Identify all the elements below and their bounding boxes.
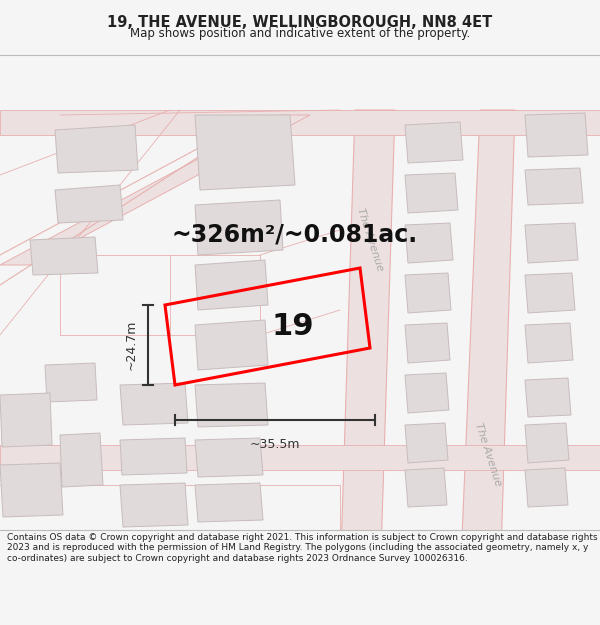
- Polygon shape: [60, 433, 103, 487]
- Polygon shape: [0, 115, 310, 265]
- Polygon shape: [120, 383, 188, 425]
- Polygon shape: [0, 110, 600, 135]
- Polygon shape: [405, 468, 447, 507]
- Polygon shape: [405, 323, 450, 363]
- Polygon shape: [55, 125, 138, 173]
- Polygon shape: [0, 445, 600, 470]
- Text: ~24.7m: ~24.7m: [125, 320, 138, 370]
- Polygon shape: [405, 373, 449, 413]
- Polygon shape: [525, 273, 575, 313]
- Text: Contains OS data © Crown copyright and database right 2021. This information is : Contains OS data © Crown copyright and d…: [7, 533, 598, 562]
- Polygon shape: [525, 168, 583, 205]
- Text: ~35.5m: ~35.5m: [250, 438, 300, 451]
- Text: 19: 19: [271, 312, 314, 341]
- Polygon shape: [525, 223, 578, 263]
- Polygon shape: [195, 320, 268, 370]
- Polygon shape: [340, 110, 395, 585]
- Polygon shape: [195, 438, 263, 477]
- Text: Map shows position and indicative extent of the property.: Map shows position and indicative extent…: [130, 27, 470, 39]
- Polygon shape: [525, 468, 568, 507]
- Text: The Avenue: The Avenue: [473, 422, 503, 488]
- Polygon shape: [195, 483, 263, 522]
- Text: 19, THE AVENUE, WELLINGBOROUGH, NN8 4ET: 19, THE AVENUE, WELLINGBOROUGH, NN8 4ET: [107, 16, 493, 31]
- Text: The Avenue: The Avenue: [355, 207, 385, 273]
- Polygon shape: [195, 260, 268, 310]
- Polygon shape: [195, 383, 268, 427]
- Text: ~326m²/~0.081ac.: ~326m²/~0.081ac.: [172, 223, 418, 247]
- Polygon shape: [45, 363, 97, 402]
- Polygon shape: [405, 223, 453, 263]
- Polygon shape: [30, 237, 98, 275]
- Polygon shape: [195, 115, 295, 190]
- Polygon shape: [405, 273, 451, 313]
- Polygon shape: [525, 378, 571, 417]
- Polygon shape: [405, 122, 463, 163]
- Polygon shape: [120, 438, 187, 475]
- Polygon shape: [0, 463, 63, 517]
- Polygon shape: [195, 200, 283, 255]
- Polygon shape: [55, 185, 123, 223]
- Polygon shape: [460, 110, 515, 585]
- Polygon shape: [120, 483, 188, 527]
- Polygon shape: [0, 393, 52, 447]
- Polygon shape: [525, 423, 569, 463]
- Polygon shape: [525, 113, 588, 157]
- Polygon shape: [405, 173, 458, 213]
- Polygon shape: [525, 323, 573, 363]
- Polygon shape: [405, 423, 448, 463]
